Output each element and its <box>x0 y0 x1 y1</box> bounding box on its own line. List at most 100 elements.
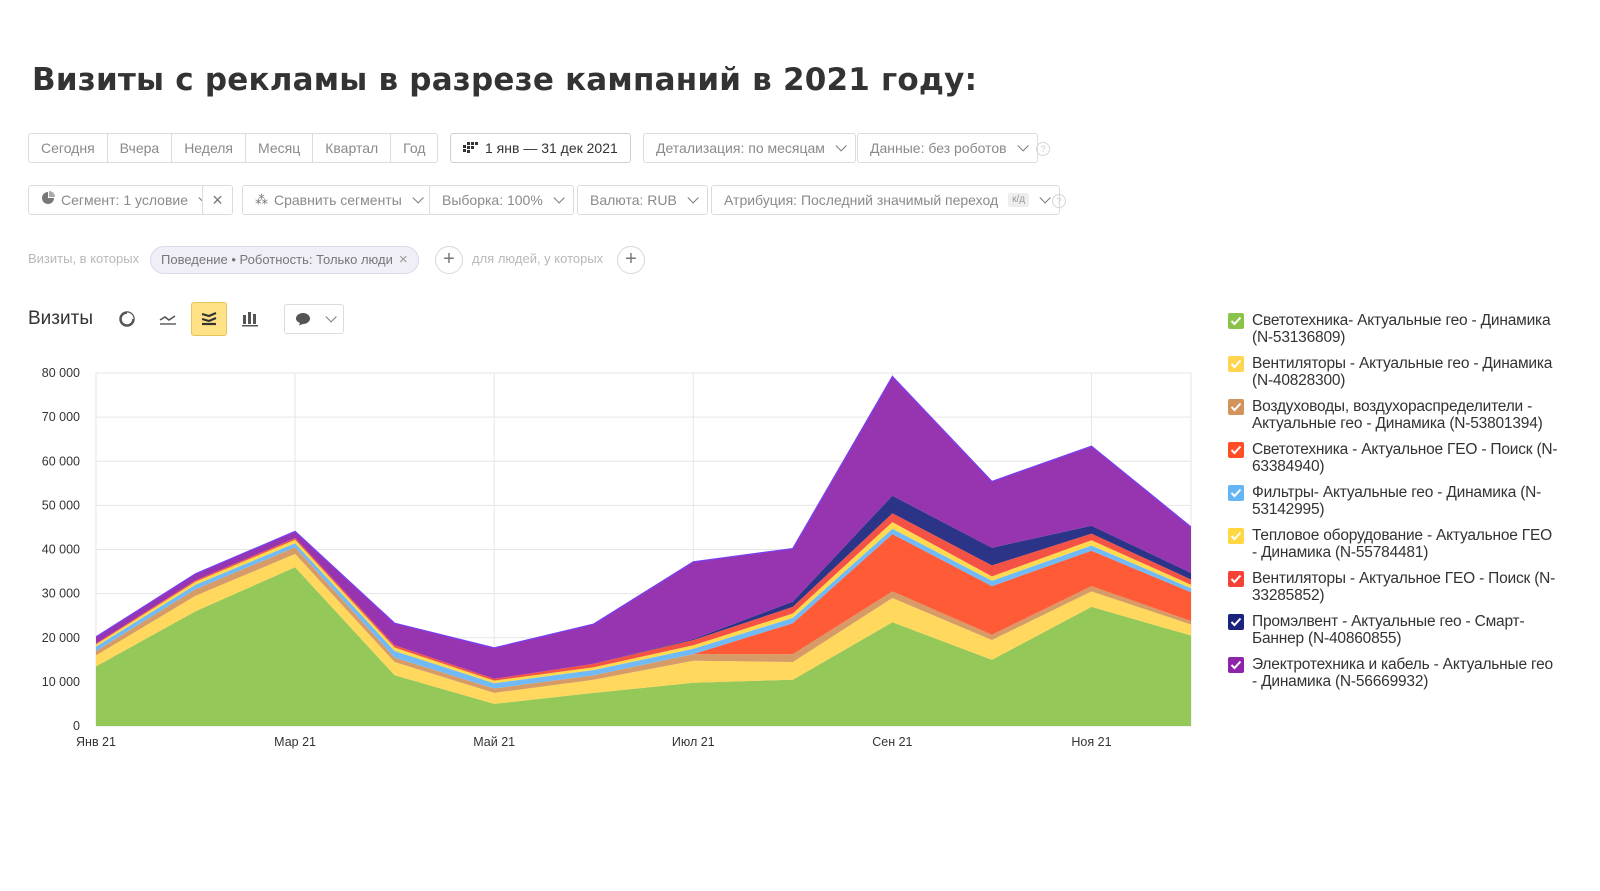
compare-label: Сравнить сегменты <box>274 192 402 208</box>
segment-dropdown[interactable]: Сегмент: 1 условие <box>28 185 216 215</box>
page-title: Визиты с рекламы в разрезе кампаний в 20… <box>32 62 978 98</box>
legend-item[interactable]: Вентиляторы - Актуальное ГЕО - Поиск (N-… <box>1228 570 1558 604</box>
checkbox-icon[interactable] <box>1228 313 1244 329</box>
annotations-dropdown[interactable] <box>284 304 344 334</box>
period-button[interactable]: Вчера <box>108 134 173 162</box>
period-button[interactable]: Квартал <box>313 134 392 162</box>
segment-label: Сегмент: 1 условие <box>61 192 189 208</box>
chevron-down-icon <box>835 140 847 152</box>
legend-item[interactable]: Фильтры- Актуальные гео - Динамика (N-53… <box>1228 484 1558 518</box>
period-button[interactable]: Сегодня <box>29 134 108 162</box>
pie-icon <box>41 186 55 214</box>
y-tick-label: 50 000 <box>42 498 80 512</box>
chevron-down-icon <box>325 311 337 323</box>
sample-label: Выборка: 100% <box>442 192 543 208</box>
checkbox-icon[interactable] <box>1228 571 1244 587</box>
sample-dropdown[interactable]: Выборка: 100% <box>429 185 574 215</box>
area-series-2[interactable] <box>96 553 1191 704</box>
area-series-9[interactable] <box>96 376 1191 679</box>
data-filter-label: Данные: без роботов <box>870 140 1007 156</box>
legend-label: Фильтры- Актуальные гео - Динамика (N-53… <box>1252 484 1542 518</box>
stacked-area-chart: 0 10 000 20 000 30 000 40 000 50 000 60 000 70 … <box>42 366 1192 749</box>
y-tick-label: 60 000 <box>42 454 80 468</box>
compare-segments-dropdown[interactable]: ⁂ Сравнить сегменты <box>242 185 433 215</box>
area-series-1[interactable] <box>96 567 1191 726</box>
x-tick-label: Мар 21 <box>274 735 316 749</box>
chart-legend: Светотехника- Актуальные гео - Динамика … <box>1228 312 1558 699</box>
pie-chart-button[interactable] <box>110 303 144 335</box>
line-chart-icon <box>159 315 176 325</box>
currency-dropdown[interactable]: Валюта: RUB <box>577 185 708 215</box>
x-tick-label: Май 21 <box>473 735 515 749</box>
help-icon[interactable]: ? <box>1052 194 1066 208</box>
legend-label: Светотехника - Актуальное ГЕО - Поиск (N… <box>1252 441 1558 475</box>
legend-item[interactable]: Светотехника- Актуальные гео - Динамика … <box>1228 312 1558 346</box>
legend-label: Вентиляторы - Актуальное ГЕО - Поиск (N-… <box>1252 570 1556 604</box>
period-button[interactable]: Год <box>403 140 426 156</box>
segment-clear-button[interactable]: × <box>202 185 233 215</box>
x-tick-label: Янв 21 <box>76 735 116 749</box>
column-chart-button[interactable] <box>233 303 267 335</box>
date-range-button[interactable]: 1 янв — 31 дек 2021 <box>450 133 631 163</box>
legend-label: Тепловое оборудование - Актуальное ГЕО -… <box>1252 527 1552 561</box>
period-button[interactable]: Месяц <box>246 134 314 162</box>
area-chart-button[interactable] <box>191 302 227 336</box>
legend-label: Вентиляторы - Актуальные гео - Динамика … <box>1252 355 1553 389</box>
legend-label: Промэлвент - Актуальные гео - Смарт-Банн… <box>1252 613 1525 647</box>
y-tick-label: 20 000 <box>42 631 80 645</box>
detail-dropdown[interactable]: Детализация: по месяцам <box>643 133 856 163</box>
close-icon: × <box>212 190 223 210</box>
legend-item[interactable]: Воздуховоды, воздухораспределители - Акт… <box>1228 398 1558 432</box>
chart-axes: 0 10 000 20 000 30 000 40 000 50 000 60 000 70 … <box>42 366 1112 749</box>
legend-label: Воздуховоды, воздухораспределители - Акт… <box>1252 398 1543 432</box>
x-tick-label: Июл 21 <box>672 735 715 749</box>
attribution-dropdown[interactable]: Атрибуция: Последний значимый переход к/… <box>711 185 1061 215</box>
legend-label: Электротехника и кабель - Актуальные гео… <box>1252 656 1553 690</box>
y-tick-label: 10 000 <box>42 675 80 689</box>
pie-chart-icon <box>119 311 135 327</box>
attribution-badge: к/д <box>1008 193 1030 207</box>
legend-item[interactable]: Тепловое оборудование - Актуальное ГЕО -… <box>1228 527 1558 561</box>
chevron-down-icon <box>1039 192 1051 204</box>
chevron-down-icon <box>553 192 565 204</box>
people-filter-prefix: для людей, у которых <box>472 251 604 266</box>
behavior-filter-label: Поведение • Роботность: Только люди <box>161 252 393 267</box>
checkbox-icon[interactable] <box>1228 528 1244 544</box>
line-chart-button[interactable] <box>151 303 185 335</box>
data-filter-dropdown[interactable]: Данные: без роботов <box>857 133 1038 163</box>
add-people-filter-button[interactable]: + <box>617 246 645 274</box>
y-tick-label: 30 000 <box>42 587 80 601</box>
column-chart-icon <box>242 312 258 327</box>
total-outline <box>95 375 1192 649</box>
checkbox-icon[interactable] <box>1228 399 1244 415</box>
area-series-4[interactable] <box>96 534 1191 689</box>
x-tick-label: Ноя 21 <box>1071 735 1111 749</box>
period-button[interactable]: Неделя <box>172 134 247 162</box>
legend-item[interactable]: Электротехника и кабель - Актуальные гео… <box>1228 656 1558 690</box>
add-visit-filter-button[interactable]: + <box>435 246 463 274</box>
area-chart-icon <box>201 311 217 326</box>
drops-icon: ⁂ <box>255 192 268 207</box>
x-tick-label: Сен 21 <box>872 735 912 749</box>
close-icon[interactable]: × <box>398 251 408 268</box>
checkbox-icon[interactable] <box>1228 485 1244 501</box>
date-range-label: 1 янв — 31 дек 2021 <box>485 140 618 156</box>
legend-item[interactable]: Светотехника - Актуальное ГЕО - Поиск (N… <box>1228 441 1558 475</box>
y-tick-label: 0 <box>73 719 80 733</box>
checkbox-icon[interactable] <box>1228 614 1244 630</box>
checkbox-icon[interactable] <box>1228 442 1244 458</box>
chevron-down-icon <box>687 192 699 204</box>
period-selector: Сегодня Вчера Неделя Месяц Квартал Год <box>28 133 439 163</box>
chart-areas <box>95 375 1192 726</box>
y-tick-label: 80 000 <box>42 366 80 380</box>
checkbox-icon[interactable] <box>1228 356 1244 372</box>
legend-item[interactable]: Промэлвент - Актуальные гео - Смарт-Банн… <box>1228 613 1558 647</box>
chart-metric-label: Визиты <box>28 308 93 329</box>
currency-label: Валюта: RUB <box>590 192 677 208</box>
help-icon[interactable]: ? <box>1036 142 1050 156</box>
checkbox-icon[interactable] <box>1228 657 1244 673</box>
y-tick-label: 40 000 <box>42 543 80 557</box>
chevron-down-icon <box>1017 140 1029 152</box>
behavior-filter-tag[interactable]: Поведение • Роботность: Только люди × <box>150 246 419 274</box>
legend-item[interactable]: Вентиляторы - Актуальные гео - Динамика … <box>1228 355 1558 389</box>
